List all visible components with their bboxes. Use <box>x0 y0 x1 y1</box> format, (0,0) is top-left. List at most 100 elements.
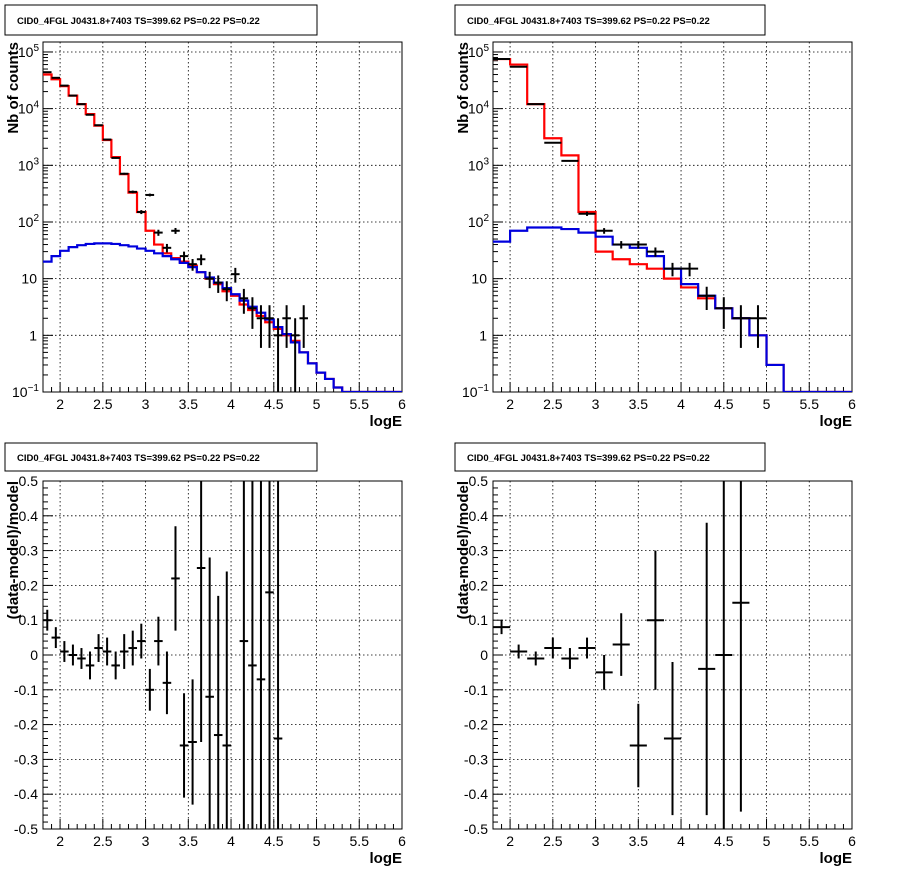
y-tick-label: 0.1 <box>19 612 39 628</box>
title-box <box>454 4 766 36</box>
y-tick-label: 0.2 <box>19 577 39 593</box>
title-box <box>454 442 766 472</box>
x-tick-label: 5.5 <box>350 396 370 412</box>
chart-title: CID0_4FGL J0431.8+7403 TS=399.62 PS=0.22… <box>467 16 710 27</box>
y-tick-label: 104 <box>468 100 490 117</box>
chart-title: CID0_4FGL J0431.8+7403 TS=399.62 PS=0.22… <box>467 453 710 464</box>
x-tick-label: 2.5 <box>543 396 563 412</box>
y-tick-label: -0.3 <box>464 751 488 767</box>
y-tick-label: 0.5 <box>469 473 489 489</box>
x-tick-label: 2.5 <box>93 396 113 412</box>
y-tick-label: 103 <box>468 156 490 173</box>
y-tick-label: 0.4 <box>19 508 39 524</box>
y-axis-label: (data-model)/model <box>455 481 472 619</box>
x-tick-label: 6 <box>848 396 856 412</box>
x-tick-label: 5 <box>763 396 771 412</box>
y-tick-label: 105 <box>18 43 40 60</box>
panel-4: CID0_4FGL J0431.8+7403 TS=399.62 PS=0.22… <box>454 442 856 867</box>
y-tick-label: 0.2 <box>469 577 489 593</box>
x-tick-label: 6 <box>848 833 856 849</box>
x-tick-label: 4.5 <box>714 396 734 412</box>
x-axis-label: logE <box>820 413 853 430</box>
y-tick-label: 104 <box>18 100 40 117</box>
x-tick-label: 5.5 <box>350 833 370 849</box>
y-axis-label: Nb of counts <box>455 42 472 134</box>
x-tick-label: 2 <box>56 833 64 849</box>
x-tick-label: 2 <box>56 396 64 412</box>
y-tick-label: 10−1 <box>12 383 39 400</box>
x-tick-label: 2.5 <box>93 833 113 849</box>
panel-1: CID0_4FGL J0431.8+7403 TS=399.62 PS=0.22… <box>4 4 406 430</box>
x-tick-label: 4.5 <box>264 396 284 412</box>
x-tick-label: 4 <box>677 396 685 412</box>
x-axis-label: logE <box>370 850 403 867</box>
series-group <box>43 71 402 392</box>
x-tick-label: 4.5 <box>714 833 734 849</box>
plot-frame <box>492 41 853 393</box>
y-tick-label: 0.1 <box>469 612 489 628</box>
y-tick-label: -0.3 <box>14 751 38 767</box>
series-group <box>43 481 283 829</box>
y-tick-label: 10 <box>471 271 487 287</box>
x-axis-label: logE <box>370 413 403 430</box>
x-tick-label: 3.5 <box>179 833 199 849</box>
y-tick-label: -0.1 <box>14 682 38 698</box>
y-tick-label: -0.4 <box>464 786 488 802</box>
x-tick-label: 2 <box>506 833 514 849</box>
x-tick-label: 3 <box>592 396 600 412</box>
y-tick-label: 103 <box>18 156 40 173</box>
y-axis-label: (data-model)/model <box>5 481 22 619</box>
x-tick-label: 4 <box>677 833 685 849</box>
y-tick-label: -0.2 <box>14 717 38 733</box>
panel-3: CID0_4FGL J0431.8+7403 TS=399.62 PS=0.22… <box>4 442 406 867</box>
source-model-line <box>493 226 852 392</box>
source-model-line <box>43 242 402 392</box>
x-axis-label: logE <box>820 850 853 867</box>
y-tick-label: 10−1 <box>462 383 489 400</box>
y-tick-label: 1 <box>479 327 487 343</box>
y-tick-label: 10 <box>21 271 37 287</box>
chart-title: CID0_4FGL J0431.8+7403 TS=399.62 PS=0.22… <box>17 453 260 464</box>
x-tick-label: 2 <box>506 396 514 412</box>
x-tick-label: 4 <box>227 396 235 412</box>
x-tick-label: 5.5 <box>800 396 820 412</box>
x-tick-label: 5 <box>313 396 321 412</box>
chart-title: CID0_4FGL J0431.8+7403 TS=399.62 PS=0.22… <box>17 16 260 27</box>
y-tick-label: -0.1 <box>464 682 488 698</box>
title-box <box>4 442 318 472</box>
y-tick-label: -0.5 <box>464 821 488 837</box>
x-tick-label: 3 <box>142 833 150 849</box>
y-axis-label: Nb of counts <box>5 42 22 134</box>
x-tick-label: 5 <box>763 833 771 849</box>
series-group <box>493 57 852 392</box>
x-tick-label: 6 <box>398 396 406 412</box>
y-tick-label: 0 <box>30 647 38 663</box>
x-tick-label: 3.5 <box>629 396 649 412</box>
x-tick-label: 6 <box>398 833 406 849</box>
series-group <box>493 481 750 829</box>
x-tick-label: 3 <box>142 396 150 412</box>
y-tick-label: 0 <box>480 647 488 663</box>
x-tick-label: 2.5 <box>543 833 563 849</box>
y-tick-label: 1 <box>29 327 37 343</box>
y-tick-label: -0.4 <box>14 786 38 802</box>
y-tick-label: 102 <box>18 213 40 230</box>
x-tick-label: 3.5 <box>179 396 199 412</box>
y-tick-label: 0.4 <box>469 508 489 524</box>
y-tick-label: 0.5 <box>19 473 39 489</box>
x-tick-label: 3 <box>592 833 600 849</box>
x-tick-label: 3.5 <box>629 833 649 849</box>
x-tick-label: 5 <box>313 833 321 849</box>
y-tick-label: 0.3 <box>469 543 489 559</box>
plot-frame <box>42 41 403 393</box>
y-tick-label: 105 <box>468 43 490 60</box>
x-tick-label: 4 <box>227 833 235 849</box>
y-tick-label: -0.5 <box>14 821 38 837</box>
x-tick-label: 5.5 <box>800 833 820 849</box>
y-tick-label: -0.2 <box>464 717 488 733</box>
x-tick-label: 4.5 <box>264 833 284 849</box>
total-model-line <box>43 73 402 392</box>
y-tick-label: 0.3 <box>19 543 39 559</box>
